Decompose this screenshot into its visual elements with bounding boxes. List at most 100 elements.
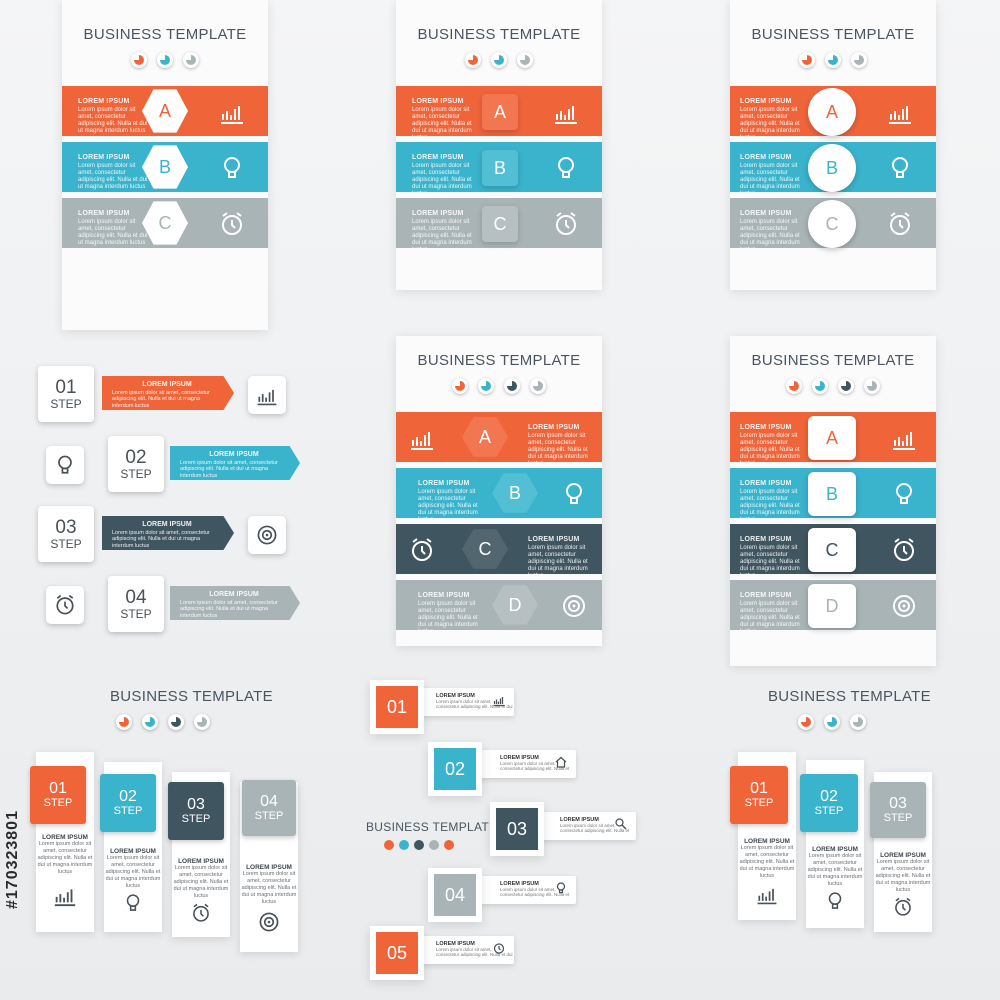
step-03-box: 03 STEP <box>38 506 94 562</box>
step-number: 01 <box>750 780 768 797</box>
step-tab-03: 03 STEP <box>870 782 926 838</box>
band-heading: LOREM IPSUM <box>78 98 130 105</box>
number-box-04: 04 <box>434 874 476 916</box>
chart-icon <box>248 376 286 414</box>
chart-icon <box>218 98 246 126</box>
band-heading: LOREM IPSUM <box>528 536 580 543</box>
step-02-box: 02 STEP <box>108 436 164 492</box>
pie-icon <box>786 378 802 394</box>
arrow-orange: LOREM IPSUM Lorem ipsum dolor sit amet, c… <box>102 376 234 410</box>
step-tab-04: 04 STEP <box>242 780 296 836</box>
alarm-clock-icon <box>46 586 84 624</box>
row-heading: LOREM IPSUM <box>560 817 599 823</box>
pie-icon <box>142 714 158 730</box>
letter-a-hexagon: A <box>142 89 188 133</box>
target-icon <box>560 592 588 620</box>
pie-icon <box>798 714 814 730</box>
letter: C <box>493 213 507 234</box>
letter-a-square: A <box>482 94 518 130</box>
panel-circle-abc: BUSINESS TEMPLATE LOREM IPSUM Lorem ipsum… <box>730 0 936 290</box>
chart-icon <box>738 882 796 906</box>
step-label: STEP <box>113 805 143 817</box>
dot <box>399 840 409 850</box>
letter-b-circle: B <box>808 144 856 192</box>
panel-title: BUSINESS TEMPLATE <box>417 352 581 369</box>
panel-title: BUSINESS TEMPLATE <box>768 688 931 705</box>
chart-icon <box>890 424 918 452</box>
target-icon <box>890 592 918 620</box>
letter: A <box>493 101 506 122</box>
letter-c-square: C <box>482 206 518 242</box>
band-heading: LOREM IPSUM <box>418 480 470 487</box>
panel-title: BUSINESS TEMPLATE <box>110 688 273 705</box>
arrow-heading: LOREM IPSUM <box>142 381 192 388</box>
card-heading: LOREM IPSUM <box>744 838 790 845</box>
card-text: Lorem ipsum dolor sit amet, consectetur … <box>807 853 863 887</box>
panel-title: BUSINESS TEMPLATE <box>417 26 581 43</box>
pie-icon <box>116 714 132 730</box>
target-icon <box>248 516 286 554</box>
chart-icon <box>552 98 580 126</box>
card-heading: LOREM IPSUM <box>178 858 224 865</box>
card-heading: LOREM IPSUM <box>246 864 292 871</box>
stock-id-watermark: #170323801 <box>4 810 21 910</box>
letter-b-square: B <box>482 150 518 186</box>
chart-icon <box>886 98 914 126</box>
band-heading: LOREM IPSUM <box>78 210 130 217</box>
band-heading: LOREM IPSUM <box>418 592 470 599</box>
panel-three-steps: BUSINESS TEMPLATE LOREM IPSUM Lorem ipsum… <box>720 680 950 980</box>
number-box-03: 03 <box>496 808 538 850</box>
letter-c-square: C <box>808 528 856 572</box>
alarm-clock-icon <box>172 902 230 924</box>
row-heading: LOREM IPSUM <box>436 693 475 699</box>
arrow-heading: LOREM IPSUM <box>142 521 192 528</box>
pie-icon <box>864 378 880 394</box>
band-heading: LOREM IPSUM <box>740 536 792 543</box>
number-box-02: 02 <box>434 748 476 790</box>
band-heading: LOREM IPSUM <box>740 480 792 487</box>
band-text: Lorem ipsum dolor sit amet, consectetur … <box>412 219 472 248</box>
band-text: Lorem ipsum dolor sit amet, consectetur … <box>528 545 588 574</box>
letter-c-hexagon: C <box>462 529 508 569</box>
pie-dots <box>798 714 950 730</box>
step-01-box: 01 STEP <box>38 366 94 422</box>
letter: C <box>158 212 172 233</box>
step-label: STEP <box>744 797 774 809</box>
step-number: 03 <box>889 795 907 812</box>
panel-square-abcd: BUSINESS TEMPLATE LOREM IPSUM Lorem ipsum… <box>730 336 936 666</box>
lightbulb-icon <box>218 154 246 182</box>
pie-icon <box>478 378 494 394</box>
step-number: 03 <box>187 796 205 813</box>
arrow-dark: LOREM IPSUM Lorem ipsum dolor sit amet, c… <box>102 516 234 550</box>
letter-a-circle: A <box>808 88 856 136</box>
panel-title: BUSINESS TEMPLATE <box>83 26 247 43</box>
letter-b-square: B <box>808 472 856 516</box>
letter: C <box>478 538 492 559</box>
step-label: STEP <box>50 536 82 551</box>
pie-dots <box>62 52 268 68</box>
band-heading: LOREM IPSUM <box>740 592 792 599</box>
number: 02 <box>444 758 466 779</box>
step-number: 02 <box>820 788 838 805</box>
step-number: 03 <box>55 516 77 538</box>
band-text: Lorem ipsum dolor sit amet, consectetur … <box>740 545 800 574</box>
band-heading: LOREM IPSUM <box>740 154 792 161</box>
band-a: LOREM IPSUM Lorem ipsum dolor sit amet, c… <box>396 412 602 462</box>
band-heading: LOREM IPSUM <box>412 98 464 105</box>
pie-icon <box>838 378 854 394</box>
pie-icon <box>452 378 468 394</box>
step-04-box: 04 STEP <box>108 576 164 632</box>
color-dots <box>384 840 454 850</box>
dot <box>444 840 454 850</box>
panel-hex-abcd: BUSINESS TEMPLATE LOREM IPSUM Lorem ipsum… <box>396 336 602 646</box>
band-text: Lorem ipsum dolor sit amet, consectetur … <box>740 433 800 462</box>
pie-icon <box>168 714 184 730</box>
band-text: Lorem ipsum dolor sit amet, consectetur … <box>412 163 472 192</box>
panel-title: BUSINESS TEMPLATE <box>751 26 915 43</box>
arrow-heading: LOREM IPSUM <box>209 451 259 458</box>
chart-icon <box>408 424 436 452</box>
step-label: STEP <box>883 812 913 824</box>
band-text: Lorem ipsum dolor sit amet, consectetur … <box>418 601 478 630</box>
card-text: Lorem ipsum dolor sit amet, consectetur … <box>875 859 931 893</box>
card-heading: LOREM IPSUM <box>812 846 858 853</box>
